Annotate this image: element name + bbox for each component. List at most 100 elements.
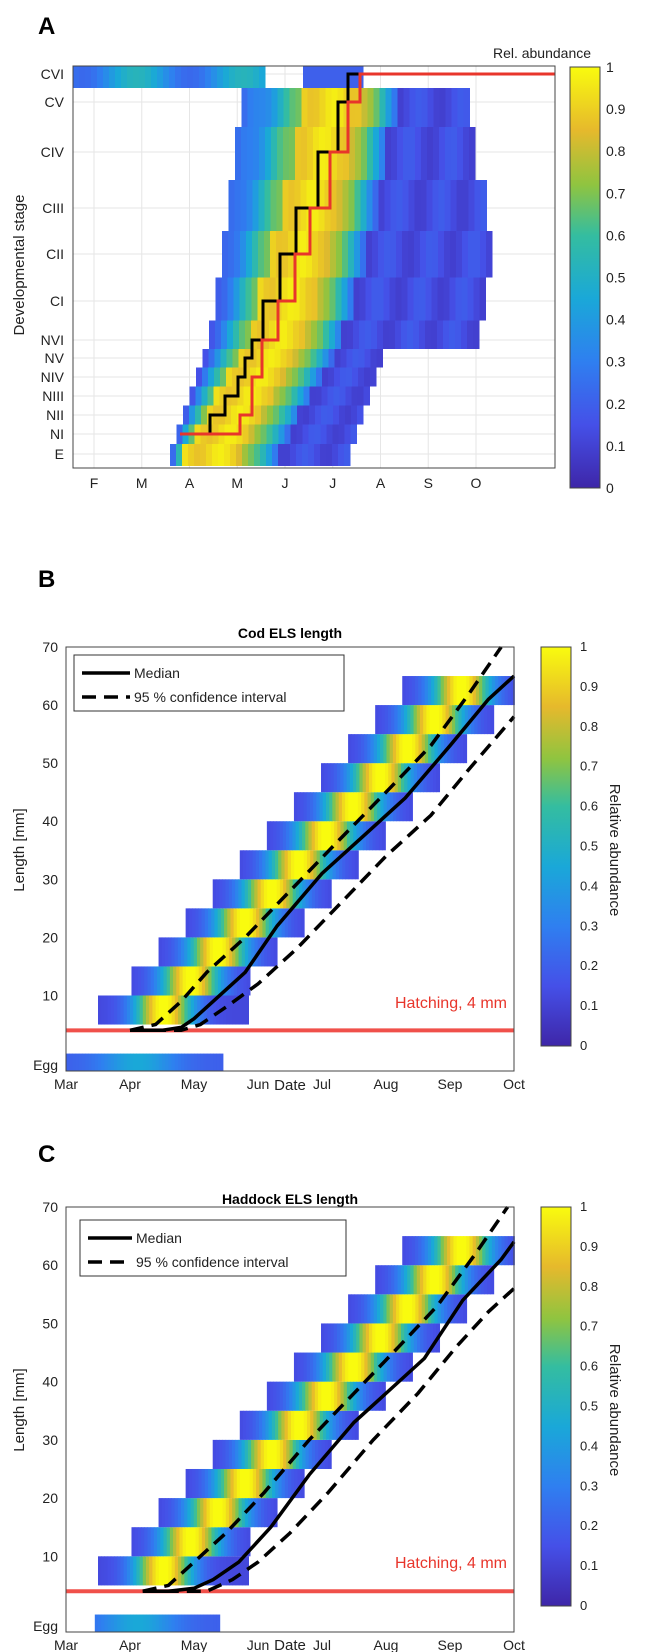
panel-a-cell	[221, 320, 228, 349]
panel-c-cell	[335, 1410, 340, 1440]
panel-c-cell	[252, 1410, 257, 1440]
panel-a-cell	[247, 88, 254, 127]
panel-b-cell	[243, 908, 248, 938]
panel-b-cell	[418, 734, 423, 764]
panel-b-egg-cell	[219, 1053, 224, 1071]
panel-a-cell	[228, 231, 235, 278]
panel-b-cell	[340, 763, 345, 793]
panel-c-egg-cell	[114, 1614, 118, 1632]
panel-a-cell	[384, 231, 391, 278]
panel-c-cell	[464, 1265, 469, 1295]
panel-b-cell	[353, 763, 357, 793]
panel-c-ci-upper	[142, 1206, 510, 1593]
panel-b-cell	[372, 763, 377, 793]
panel-b-cell	[345, 850, 350, 880]
panel-a-cell	[261, 405, 268, 425]
panel-a-cell	[201, 386, 208, 406]
panel-c-cell	[369, 1323, 373, 1353]
panel-b-cell	[286, 879, 291, 909]
panel-c-cell	[248, 1498, 252, 1528]
panel-c-egg-cell	[117, 1614, 121, 1632]
panel-b-cell	[434, 734, 439, 764]
panel-c-cell	[460, 1294, 464, 1324]
panel-a-letter: A	[38, 13, 55, 40]
panel-a-cell	[330, 231, 337, 278]
panel-c-cell	[439, 1265, 443, 1295]
panel-a-cell	[257, 320, 264, 349]
panel-a-cell	[251, 277, 258, 321]
panel-b-cell	[294, 908, 299, 938]
panel-a-cell	[302, 424, 309, 444]
panel-a-cell	[268, 349, 275, 368]
panel-a-cell	[205, 66, 212, 88]
panel-b-cell	[176, 966, 181, 996]
panel-b-cell	[130, 995, 134, 1025]
panel-c-cell	[160, 1527, 165, 1557]
panel-b-cell	[287, 850, 292, 880]
panel-b-cell	[230, 966, 235, 996]
panel-a-axes-box	[72, 65, 556, 469]
panel-a-cell	[316, 349, 323, 368]
panel-b-cell	[260, 937, 265, 967]
panel-c-cell	[163, 1527, 168, 1557]
panel-b-cell	[190, 937, 195, 967]
panel-a-cell	[377, 320, 384, 349]
panel-a-cell	[237, 386, 244, 406]
panel-a-cell	[303, 386, 310, 406]
panel-b-cell	[333, 763, 338, 793]
panel-b-cell	[242, 850, 247, 880]
panel-b-cell	[221, 966, 225, 996]
panel-b-cell	[370, 734, 375, 764]
panel-a-heatmap	[73, 66, 493, 466]
panel-c-colorbar-tick: 0.8	[580, 1279, 598, 1294]
panel-b-cell	[258, 850, 263, 880]
panel-c-cell	[327, 1381, 332, 1411]
panel-b-egg-cell	[78, 1053, 83, 1071]
panel-c-cell	[316, 1410, 321, 1440]
panel-a-cell	[297, 405, 304, 425]
panel-b-cell	[117, 995, 121, 1025]
panel-c-cell	[300, 1352, 305, 1382]
panel-c-colorbar-tick: 0.9	[580, 1239, 598, 1254]
panel-b-cell	[270, 821, 274, 851]
panel-c-cell	[232, 1498, 236, 1528]
panel-c-cell	[461, 1265, 466, 1295]
panel-c-cell	[254, 1498, 259, 1528]
panel-a-cell	[232, 349, 239, 368]
panel-a-cell	[359, 320, 366, 349]
panel-b-cell	[451, 705, 456, 735]
panel-b-egg-cell	[216, 1053, 221, 1071]
panel-b-colorbar-tick: 0.7	[580, 759, 598, 774]
panel-c-cell	[423, 1265, 427, 1295]
panel-a-cell	[347, 320, 354, 349]
panel-c-cell	[432, 1265, 437, 1295]
panel-a-cell	[270, 180, 277, 231]
panel-b-cell	[164, 937, 169, 967]
panel-a-cell	[364, 367, 371, 387]
panel-b-cell	[354, 734, 359, 764]
panel-c-cell	[114, 1556, 118, 1586]
panel-c-cell	[152, 1556, 157, 1586]
panel-b-cell	[483, 705, 488, 735]
panel-c-cell	[491, 1236, 496, 1266]
panel-b-colorbar-tick: 1	[580, 639, 587, 654]
panel-a-cell	[426, 180, 433, 231]
panel-c-cell	[399, 1352, 404, 1382]
panel-c-cell	[206, 1556, 211, 1586]
panel-b-cell	[120, 995, 125, 1025]
panel-c-egg-cell	[194, 1614, 198, 1632]
panel-c-cell	[437, 1236, 442, 1266]
panel-a-cell	[250, 349, 257, 368]
panel-c-cell	[164, 1498, 169, 1528]
panel-c-cell	[243, 1527, 248, 1557]
panel-b-cell	[279, 879, 284, 909]
panel-b-cell	[346, 821, 351, 851]
panel-c-cell	[238, 1439, 243, 1469]
panel-a-cell	[323, 277, 330, 321]
panel-b-cell	[326, 850, 330, 880]
panel-a-cell	[176, 444, 183, 466]
panel-a-cell	[425, 320, 432, 349]
panel-b-cell	[284, 850, 289, 880]
panel-c-cell	[209, 1498, 214, 1528]
panel-b-cell	[249, 908, 254, 938]
